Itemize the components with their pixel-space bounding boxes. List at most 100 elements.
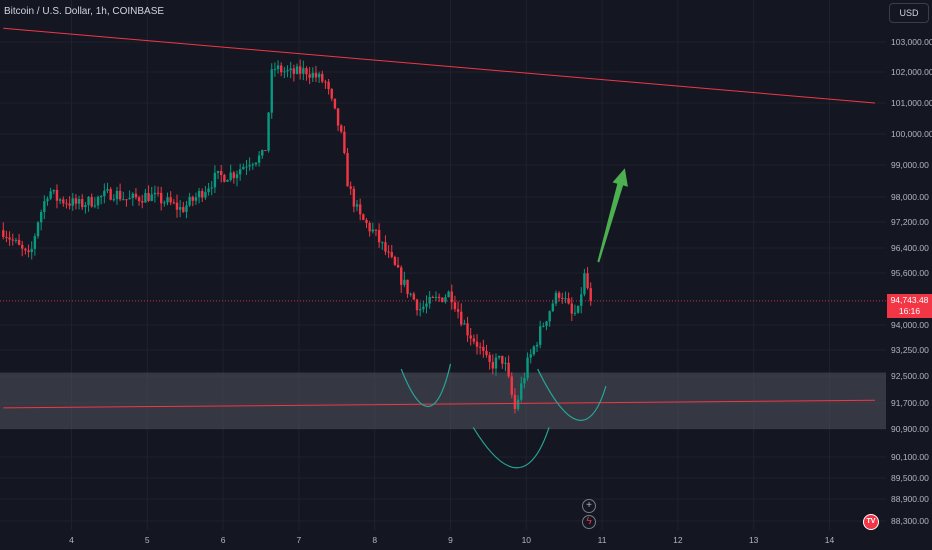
last-price-tag: 94,743.48 16:16 (887, 294, 932, 318)
candle-body-down (478, 346, 482, 348)
candle-body-up (245, 166, 248, 168)
time-axis-label: 13 (749, 535, 759, 545)
candle-body-down (182, 207, 185, 212)
candle-body-down (561, 297, 564, 300)
time-axis-label: 9 (448, 535, 453, 545)
candle-body-down (141, 201, 144, 203)
candle-body-up (178, 207, 182, 210)
candle-body-down (352, 188, 356, 207)
price-axis-label: 89,500.00 (891, 473, 929, 483)
time-axis-label: 8 (372, 535, 377, 545)
currency-button[interactable]: USD (889, 3, 929, 23)
candle-body-up (428, 297, 431, 304)
candle-body-down (65, 203, 68, 205)
left-shoulder-curve (400, 363, 452, 408)
candle-body-down (264, 150, 267, 152)
candle-body-up (52, 189, 56, 192)
candle-body-up (103, 190, 106, 197)
candle-body-down (308, 74, 311, 78)
bar-countdown: 16:16 (898, 306, 921, 316)
price-axis-label: 90,100.00 (891, 452, 929, 462)
candle-body-down (17, 239, 21, 245)
candle-body-down (475, 341, 479, 347)
candle-body-down (118, 190, 122, 200)
price-axis-label: 91,700.00 (891, 398, 929, 408)
candle-body-down (437, 296, 441, 298)
price-axis-label: 90,900.00 (891, 424, 929, 434)
price-axis-label: 101,000.00 (891, 98, 932, 108)
candle-body-up (226, 180, 229, 182)
candle-body-up (46, 198, 49, 202)
candle-body-up (564, 298, 567, 300)
candle-body-down (482, 346, 485, 351)
candle-body-down (327, 81, 330, 89)
candle-body-up (520, 383, 523, 400)
candle-body-down (134, 193, 138, 198)
candle-body-down (232, 172, 236, 179)
candle-body-down (21, 244, 24, 249)
candle-body-up (494, 357, 498, 369)
chart-grid (0, 0, 886, 530)
candle-body-up (163, 202, 166, 204)
price-axis-background (886, 0, 932, 550)
head-curve (472, 427, 550, 469)
candle-body-up (238, 169, 242, 175)
candle-body-down (586, 273, 589, 289)
candle-body-up (532, 346, 536, 355)
candle-body-down (570, 303, 573, 314)
support-trendline (3, 399, 875, 409)
candle-body-up (207, 188, 210, 193)
candle-body-up (77, 199, 81, 204)
candle-body-down (81, 199, 84, 208)
candle-body-up (128, 198, 131, 200)
candle-body-up (523, 378, 526, 384)
candle-body-down (362, 214, 365, 220)
candle-body-up (144, 193, 147, 203)
candle-body-up (14, 239, 18, 241)
candle-body-down (8, 237, 11, 240)
candle-body-down (109, 189, 112, 200)
candle-body-down (298, 66, 302, 74)
candle-body-up (270, 69, 273, 113)
candle-body-down (412, 293, 416, 300)
candle-body-down (125, 199, 128, 201)
tradingview-logo-icon[interactable]: TV (863, 514, 879, 530)
time-axis-label: 10 (522, 535, 532, 545)
price-axis-label: 97,200.00 (891, 217, 929, 227)
candle-body-down (513, 394, 517, 409)
support-zone (0, 372, 886, 429)
candle-body-up (311, 72, 314, 78)
symbol-title: Bitcoin / U.S. Dollar, 1h, COINBASE (4, 6, 165, 17)
candle-body-up (317, 73, 321, 78)
candle-body-down (469, 335, 472, 339)
lightning-icon[interactable]: ϟ (582, 515, 596, 529)
candle-body-down (456, 309, 460, 312)
price-axis-label: 93,250.00 (891, 345, 929, 355)
drawings-layer (0, 27, 886, 469)
candle-body-up (276, 65, 280, 70)
candle-body-up (583, 273, 586, 295)
candle-body-up (283, 71, 286, 73)
candle-body-down (450, 291, 453, 303)
time-axis-label: 12 (673, 535, 683, 545)
candle-body-down (510, 376, 513, 395)
candle-body-up (418, 309, 422, 311)
candle-body-up (84, 205, 87, 208)
candle-body-up (355, 204, 359, 207)
candle-body-down (466, 323, 469, 336)
candle-body-up (251, 164, 254, 166)
candle-body-up (122, 199, 125, 201)
candle-body-up (235, 174, 239, 179)
candle-body-up (576, 305, 580, 313)
candle-body-up (422, 306, 425, 310)
plus-circle-icon[interactable]: + (582, 499, 596, 513)
candle-body-down (5, 236, 8, 238)
candle-body-up (425, 303, 428, 307)
candle-body-up (248, 164, 251, 167)
candle-body-down (390, 252, 393, 257)
candle-body-down (27, 250, 30, 253)
candle-body-up (273, 69, 277, 71)
candle-body-down (201, 190, 204, 198)
candle-body-up (210, 187, 213, 189)
